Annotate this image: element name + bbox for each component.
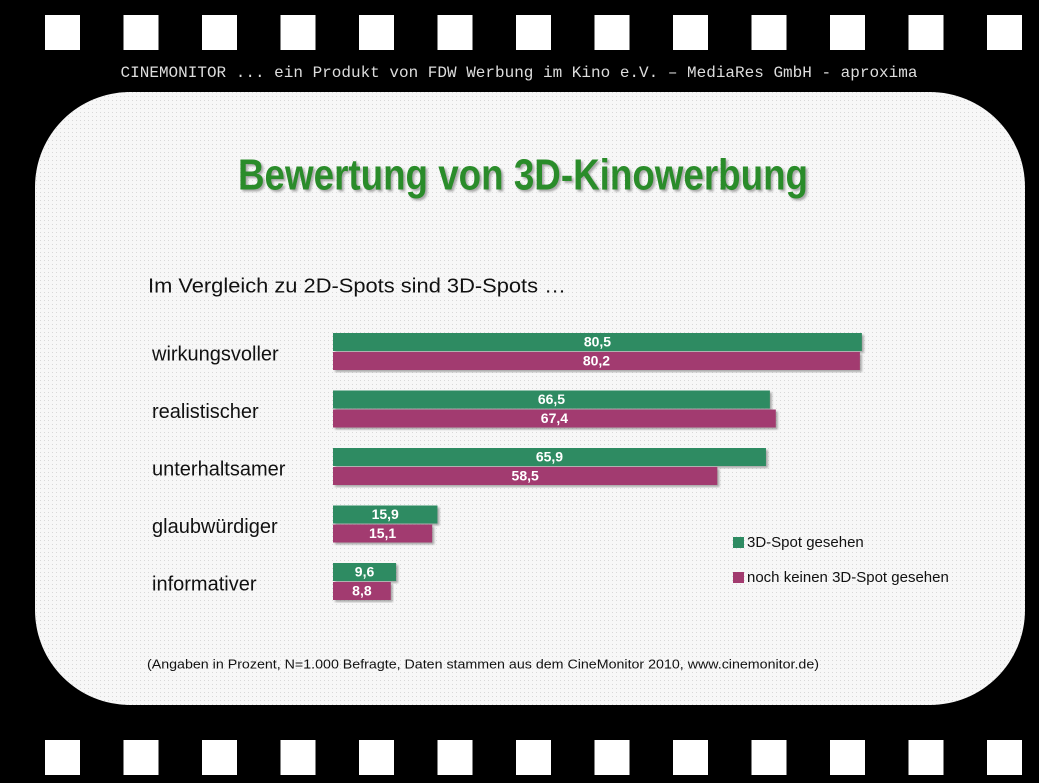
legend-label: noch keinen 3D-Spot gesehen [747,569,949,586]
sprocket-hole [516,15,551,50]
sprocket-hole [830,740,865,775]
legend-swatch [733,572,744,583]
value-label: 80,2 [583,353,610,369]
sprocket-hole [45,740,80,775]
page: {"header": "CINEMONITOR ... ein Produkt … [0,0,1039,783]
value-label: 65,9 [536,449,563,465]
sprocket-hole [202,740,237,775]
sprocket-hole [516,740,551,775]
value-label: 8,8 [352,583,372,599]
sprocket-hole [281,740,316,775]
sprocket-hole [752,15,787,50]
sprocket-hole [673,15,708,50]
legend-label: 3D-Spot gesehen [747,534,864,551]
sprocket-hole [359,15,394,50]
sprocket-hole [438,740,473,775]
category-label: informativer [152,573,257,595]
value-label: 58,5 [512,468,539,484]
legend-swatch [733,537,744,548]
sprocket-hole [987,740,1022,775]
chart-title: Bewertung von 3D-Kinowerbung [238,151,808,200]
category-label: unterhaltsamer [152,458,286,480]
category-label: wirkungsvoller [151,343,279,365]
sprocket-hole [124,15,159,50]
value-label: 67,4 [541,410,568,426]
sprocket-hole [987,15,1022,50]
value-label: 80,5 [584,334,611,350]
sprocket-hole [752,740,787,775]
sprocket-hole [909,740,944,775]
sprocket-hole [124,740,159,775]
sprocket-hole [202,15,237,50]
note: (Angaben in Prozent, N=1.000 Befragte, D… [147,656,819,671]
value-label: 15,1 [369,525,396,541]
sprocket-hole [281,15,316,50]
sprocket-hole [830,15,865,50]
subtitle: Im Vergleich zu 2D-Spots sind 3D-Spots … [148,275,566,297]
sprocket-hole [595,15,630,50]
sprocket-hole [595,740,630,775]
value-label: 15,9 [372,506,399,522]
value-label: 9,6 [355,564,375,580]
sprocket-hole [359,740,394,775]
value-label: 66,5 [538,391,565,407]
category-label: realistischer [152,401,259,423]
header: CINEMONITOR ... ein Produkt von FDW Werb… [121,64,918,82]
chart: CINEMONITOR ... ein Produkt von FDW Werb… [0,0,1039,783]
category-label: glaubwürdiger [152,516,278,538]
sprocket-hole [673,740,708,775]
sprocket-hole [45,15,80,50]
sprocket-hole [438,15,473,50]
sprocket-hole [909,15,944,50]
